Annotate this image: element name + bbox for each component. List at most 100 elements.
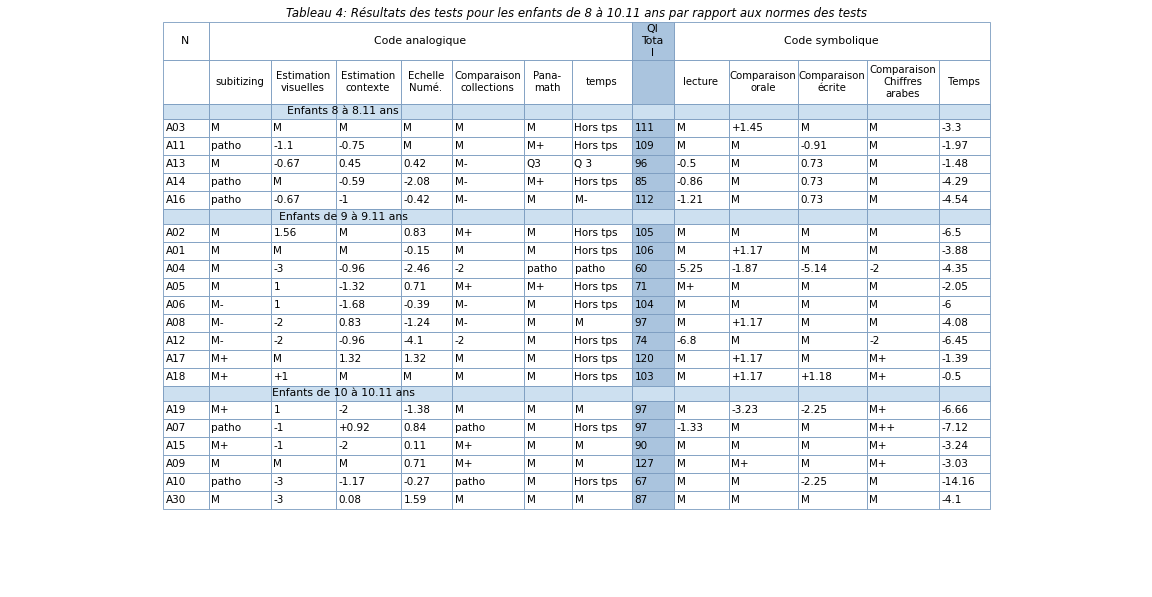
- Bar: [797, 224, 866, 242]
- Bar: [571, 473, 631, 491]
- Bar: [523, 104, 571, 119]
- Text: -1: -1: [273, 441, 283, 451]
- Text: -3.03: -3.03: [941, 459, 969, 469]
- Bar: [797, 209, 866, 224]
- Bar: [335, 437, 401, 455]
- Bar: [452, 137, 523, 155]
- Bar: [523, 401, 571, 419]
- Text: A18: A18: [166, 372, 185, 382]
- Text: M: M: [801, 459, 810, 469]
- Text: 127: 127: [635, 459, 654, 469]
- Text: -1: -1: [339, 195, 349, 205]
- Bar: [452, 278, 523, 296]
- Bar: [271, 350, 335, 368]
- Bar: [401, 455, 452, 473]
- Text: Hors tps: Hors tps: [575, 477, 617, 487]
- Bar: [728, 60, 797, 104]
- Bar: [631, 224, 674, 242]
- Bar: [523, 60, 571, 104]
- Bar: [571, 437, 631, 455]
- Bar: [674, 368, 728, 386]
- Bar: [335, 350, 401, 368]
- Bar: [866, 260, 939, 278]
- Text: A14: A14: [166, 177, 185, 187]
- Text: Enfants 8 à 8.11 ans: Enfants 8 à 8.11 ans: [287, 106, 399, 116]
- Bar: [335, 209, 401, 224]
- Text: -5.25: -5.25: [676, 264, 704, 274]
- Text: -1.48: -1.48: [941, 159, 969, 169]
- Bar: [162, 401, 209, 419]
- Bar: [523, 473, 571, 491]
- Text: patho: patho: [575, 264, 605, 274]
- Text: 85: 85: [635, 177, 647, 187]
- Text: +1.18: +1.18: [801, 372, 833, 382]
- Bar: [797, 296, 866, 314]
- Bar: [162, 119, 209, 137]
- Text: M: M: [212, 228, 220, 238]
- Bar: [631, 173, 674, 191]
- Bar: [631, 350, 674, 368]
- Text: Enfants de 9 à 9.11 ans: Enfants de 9 à 9.11 ans: [279, 211, 408, 221]
- Bar: [271, 260, 335, 278]
- Bar: [162, 437, 209, 455]
- Bar: [631, 60, 674, 104]
- Text: M: M: [212, 264, 220, 274]
- Text: -2.46: -2.46: [403, 264, 431, 274]
- Text: 87: 87: [635, 495, 647, 505]
- Text: M+: M+: [676, 282, 694, 292]
- Text: 0.45: 0.45: [339, 159, 362, 169]
- Bar: [674, 401, 728, 419]
- Bar: [162, 386, 990, 401]
- Text: 74: 74: [635, 336, 647, 346]
- Text: 0.71: 0.71: [403, 459, 426, 469]
- Text: M: M: [526, 246, 536, 256]
- Bar: [162, 491, 209, 509]
- Text: M: M: [212, 246, 220, 256]
- Bar: [162, 455, 209, 473]
- Text: M+: M+: [455, 441, 472, 451]
- Text: M: M: [455, 372, 463, 382]
- Bar: [939, 314, 990, 332]
- Text: M: M: [526, 300, 536, 310]
- Text: M: M: [273, 123, 282, 133]
- Text: -1.97: -1.97: [941, 141, 969, 151]
- Text: 90: 90: [635, 441, 647, 451]
- Bar: [571, 278, 631, 296]
- Text: patho: patho: [212, 423, 242, 433]
- Bar: [209, 350, 271, 368]
- Bar: [452, 191, 523, 209]
- Bar: [335, 473, 401, 491]
- Bar: [271, 155, 335, 173]
- Text: M: M: [732, 300, 741, 310]
- Bar: [335, 119, 401, 137]
- Text: 97: 97: [635, 318, 647, 328]
- Text: -0.96: -0.96: [339, 264, 365, 274]
- Bar: [209, 368, 271, 386]
- Bar: [631, 419, 674, 437]
- Text: -0.86: -0.86: [676, 177, 704, 187]
- Bar: [523, 209, 571, 224]
- Text: A15: A15: [166, 441, 185, 451]
- Text: M: M: [870, 477, 878, 487]
- Bar: [866, 173, 939, 191]
- Text: patho: patho: [455, 477, 485, 487]
- Bar: [674, 350, 728, 368]
- Text: A02: A02: [166, 228, 185, 238]
- Text: M: M: [403, 123, 412, 133]
- Bar: [523, 224, 571, 242]
- Text: M+: M+: [870, 441, 887, 451]
- Text: Comparaison
Chiffres
arabes: Comparaison Chiffres arabes: [869, 66, 935, 99]
- Bar: [452, 350, 523, 368]
- Text: A13: A13: [166, 159, 185, 169]
- Bar: [797, 401, 866, 419]
- Bar: [452, 368, 523, 386]
- Text: subitizing: subitizing: [215, 77, 264, 87]
- Text: QI
Tota
l: QI Tota l: [642, 24, 664, 57]
- Text: M: M: [870, 141, 878, 151]
- Text: M: M: [870, 318, 878, 328]
- Bar: [939, 491, 990, 509]
- Text: M: M: [801, 228, 810, 238]
- Bar: [209, 155, 271, 173]
- Bar: [674, 473, 728, 491]
- Bar: [939, 137, 990, 155]
